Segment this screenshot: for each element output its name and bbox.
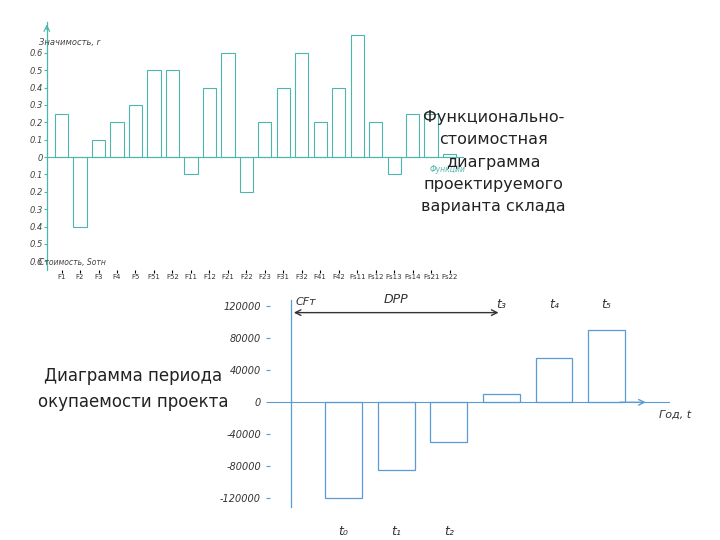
Bar — [314, 123, 327, 157]
Text: t₅: t₅ — [602, 298, 611, 311]
Bar — [443, 153, 456, 157]
Bar — [221, 53, 235, 157]
Bar — [406, 113, 419, 157]
Text: Стоимость, Sотн: Стоимость, Sотн — [40, 258, 107, 267]
Text: Значимость, r: Значимость, r — [40, 38, 101, 47]
Bar — [351, 36, 364, 157]
Bar — [184, 157, 197, 174]
Bar — [588, 330, 625, 402]
Bar — [387, 157, 401, 174]
Bar — [295, 53, 308, 157]
Bar — [425, 113, 438, 157]
Bar — [325, 402, 362, 498]
Bar — [92, 140, 105, 157]
Text: t₀: t₀ — [338, 525, 348, 538]
Bar — [203, 87, 216, 157]
Bar — [369, 123, 382, 157]
Bar — [431, 402, 467, 442]
Text: t₄: t₄ — [549, 298, 559, 311]
Bar — [129, 105, 142, 157]
Bar — [536, 358, 572, 402]
Text: t₂: t₂ — [444, 525, 454, 538]
Bar — [276, 87, 290, 157]
Bar — [110, 123, 124, 157]
Text: Год, t: Год, t — [659, 410, 691, 420]
Bar — [166, 70, 179, 157]
Bar — [258, 123, 271, 157]
Bar — [332, 87, 346, 157]
Text: CFт: CFт — [295, 296, 316, 307]
Text: t₁: t₁ — [391, 525, 401, 538]
Bar — [55, 113, 68, 157]
Text: Диаграмма периода
окупаемости проекта: Диаграмма периода окупаемости проекта — [38, 367, 228, 411]
Text: DPP: DPP — [384, 293, 408, 306]
Bar — [483, 394, 520, 402]
Bar — [240, 157, 253, 192]
Text: Функции: Функции — [429, 165, 465, 174]
Text: t₃: t₃ — [496, 298, 506, 311]
Bar — [148, 70, 161, 157]
Text: Функционально-
стоимостная
диаграмма
проектируемого
варианта склада: Функционально- стоимостная диаграмма про… — [421, 110, 565, 214]
Bar — [73, 157, 86, 227]
Bar — [378, 402, 415, 470]
